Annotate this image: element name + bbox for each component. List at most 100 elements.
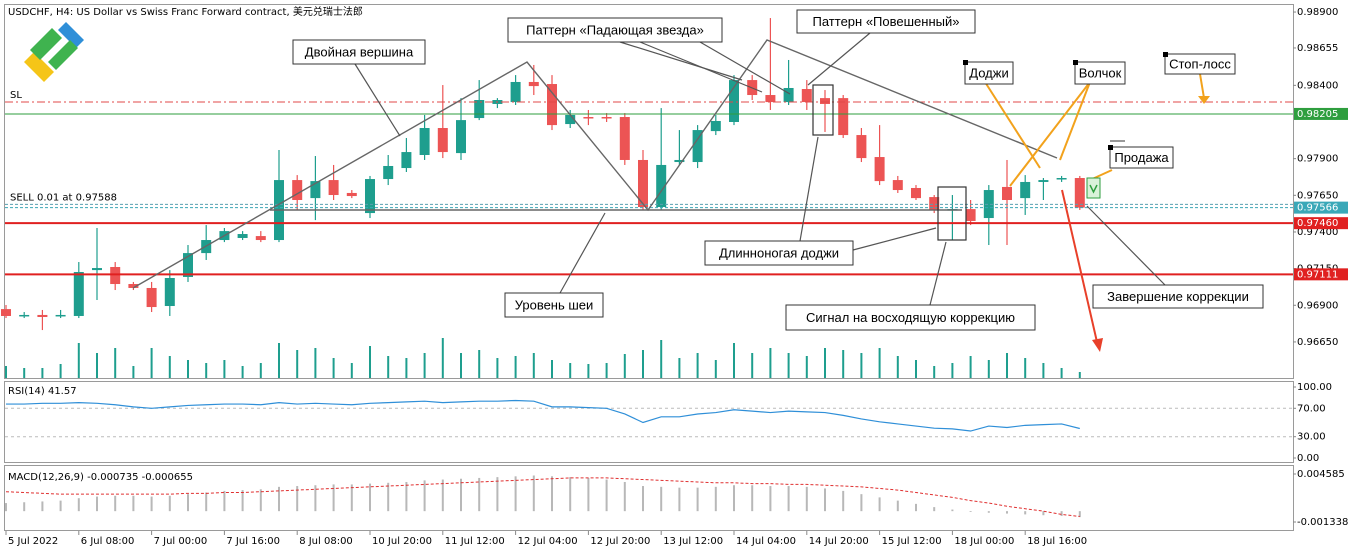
annotation-anchor [1108, 145, 1113, 150]
candle-body [565, 114, 576, 125]
candle-body [456, 120, 466, 154]
candle-body [856, 135, 867, 159]
x-tick-label: 12 Jul 04:00 [518, 536, 578, 547]
candle-body [437, 128, 448, 153]
candle-body [164, 278, 175, 307]
price-tag [1294, 107, 1348, 120]
candle-body [729, 80, 739, 123]
rsi-label: RSI(14) 41.57 [8, 386, 77, 397]
candle-body [820, 98, 830, 104]
rsi-panel [4, 381, 1294, 463]
annotation-text: Уровень шеи [515, 297, 594, 312]
price-tag [1294, 201, 1348, 214]
annotation-lines [132, 32, 1210, 352]
candle-body [365, 179, 375, 214]
candle-body [55, 314, 66, 317]
annotation-text: Паттерн «Падающая звезда» [526, 22, 704, 37]
candle-body [1038, 180, 1049, 182]
annotation-text: Завершение коррекции [1107, 289, 1249, 304]
annotation-box [292, 39, 426, 65]
candle-body [528, 81, 539, 87]
candle-body [965, 209, 976, 221]
candle-body [674, 159, 685, 163]
candle-body [474, 100, 485, 119]
candle-body [128, 284, 139, 288]
y-tick-label: 0.96900 [1297, 300, 1338, 311]
y-tick-label: 100.00 [1297, 382, 1332, 393]
y-tick-label: 70.00 [1297, 403, 1326, 414]
candle-body [328, 180, 339, 196]
candle-body [37, 314, 48, 318]
candle-body [346, 192, 357, 197]
candle-body [892, 180, 903, 191]
candle-body [419, 128, 430, 155]
annotation-anchor [1073, 60, 1078, 65]
annotation-box [504, 292, 604, 318]
candle-body [601, 117, 612, 119]
y-tick-label: 0.98400 [1297, 80, 1338, 91]
price-tag-label: 0.98205 [1297, 109, 1338, 120]
candle-body [510, 81, 521, 103]
annotation-text: Доджи [969, 65, 1008, 80]
price-level-label: SL [10, 90, 22, 101]
candle-body [292, 180, 303, 201]
y-tick-label: 30.00 [1297, 432, 1326, 443]
candle-body [19, 314, 30, 317]
y-tick-label: 0.00 [1297, 453, 1319, 464]
candle-body [110, 267, 121, 285]
annotation-text: Двойная вершина [305, 44, 414, 59]
x-tick-label: 10 Jul 20:00 [372, 536, 432, 547]
annotation-box [507, 17, 723, 43]
y-tick-label: 0.98900 [1297, 7, 1338, 18]
candle-body [1020, 181, 1031, 199]
annotation-anchor [1163, 52, 1168, 57]
candle-body [619, 117, 630, 160]
y-tick-label: 0.97650 [1297, 190, 1338, 201]
y-tick-label: 0.96650 [1297, 337, 1338, 348]
candle-body [911, 187, 921, 199]
annotation-box [1092, 284, 1264, 309]
price-tag-label: 0.97460 [1297, 218, 1338, 229]
annotation-box [704, 240, 854, 266]
rsi-line [6, 399, 1080, 432]
x-tick-label: 11 Jul 12:00 [445, 536, 505, 547]
candle-body [983, 190, 994, 219]
candle-body [383, 165, 394, 180]
x-tick-label: 12 Jul 20:00 [590, 536, 650, 547]
candle-body [73, 271, 84, 316]
candle-body [547, 84, 557, 126]
price-tag-label: 0.97111 [1297, 269, 1338, 280]
price-tag [1294, 268, 1348, 281]
x-tick-label: 7 Jul 16:00 [226, 536, 280, 547]
annotation-box [785, 304, 1036, 331]
annotation-box [1109, 146, 1174, 169]
y-tick-label: 0.97400 [1297, 227, 1338, 238]
annotation-text: Стоп-лосс [1169, 56, 1231, 71]
candle-body [146, 287, 157, 308]
x-tick-label: 18 Jul 00:00 [954, 536, 1014, 547]
x-tick-label: 13 Jul 12:00 [663, 536, 723, 547]
candle-body [1074, 178, 1085, 208]
annotation-text: Длинноногая доджи [719, 245, 839, 260]
annotation-text: Паттерн «Повешенный» [813, 14, 960, 29]
candle-body [92, 268, 102, 271]
y-tick-label: 0.97900 [1297, 154, 1338, 165]
candle-body [1002, 186, 1012, 201]
price-tag [1294, 217, 1348, 230]
x-tick-label: 5 Jul 2022 [8, 536, 58, 547]
candle-body [255, 236, 266, 241]
candle-body [583, 117, 594, 119]
candle-body [874, 157, 885, 182]
price-tag-label: 0.97566 [1297, 203, 1338, 214]
candle-body [310, 181, 321, 199]
candle-body [710, 120, 721, 132]
chart-title: USDCHF, H4: US Dollar vs Swiss Franc For… [8, 5, 363, 18]
annotation-text: Волчок [1079, 65, 1122, 80]
candle-body [838, 98, 849, 136]
main-panel [4, 4, 1294, 379]
annotation-text: Сигнал на восходящую коррекцию [806, 310, 1015, 325]
y-tick-label: 0.004585 [1297, 469, 1345, 480]
annotation-box [1164, 53, 1236, 75]
